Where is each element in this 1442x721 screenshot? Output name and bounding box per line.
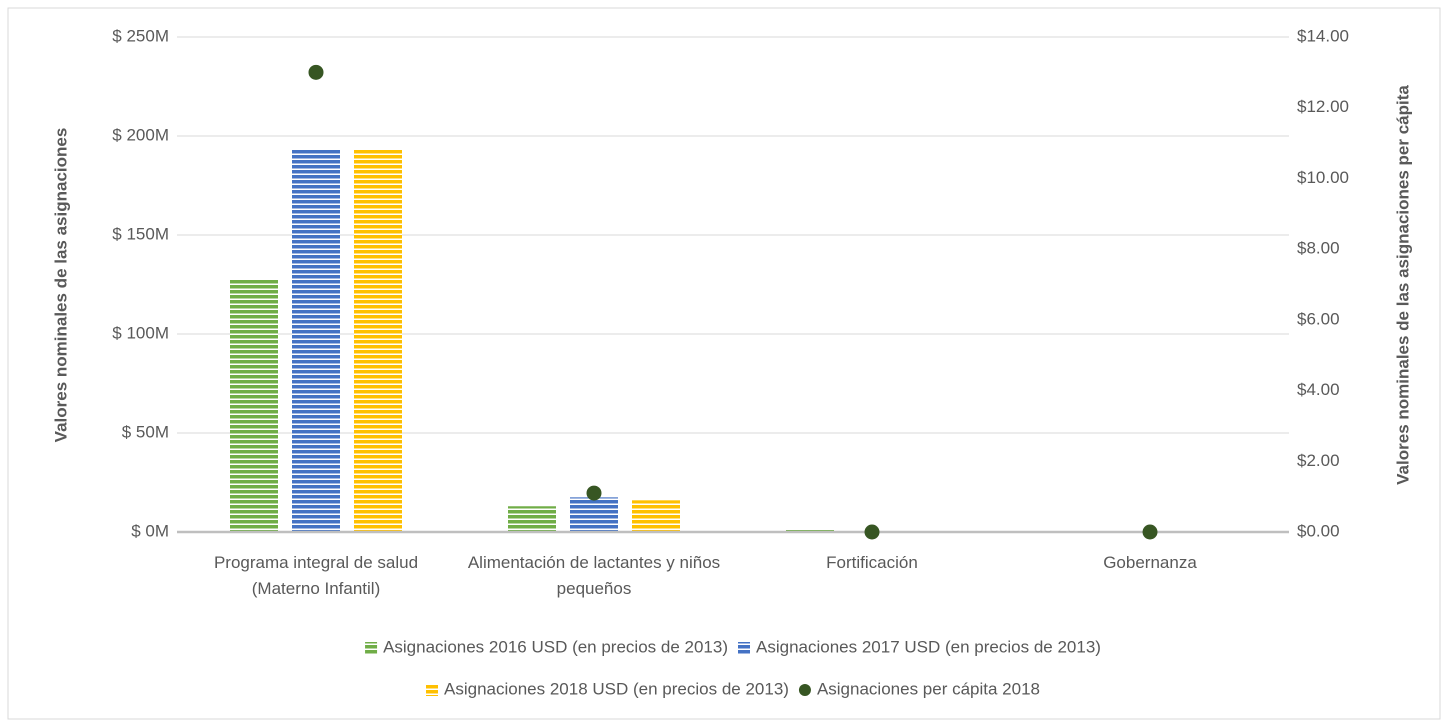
y2-tick-label: $14.00 <box>1297 26 1349 45</box>
legend-row: Asignaciones 2018 USD (en precios de 201… <box>426 679 1040 698</box>
bar <box>632 500 680 532</box>
x-tick-label: Programa integral de salud (Materno Infan… <box>214 553 418 598</box>
y-axis-title: Valores nominales de las asignaciones <box>51 128 70 443</box>
legend-label: Asignaciones 2018 USD (en precios de 201… <box>444 679 789 698</box>
y2-tick-label: $6.00 <box>1297 309 1340 328</box>
bar <box>570 497 618 532</box>
y-tick-label: $ 0M <box>131 521 169 540</box>
y2-axis-title: Valores nominales de las asignaciones pe… <box>1393 85 1412 485</box>
y2-tick-label: $0.00 <box>1297 521 1340 540</box>
y2-tick-label: $4.00 <box>1297 380 1340 399</box>
legend-label: Asignaciones per cápita 2018 <box>817 679 1040 698</box>
legend-row: Asignaciones 2016 USD (en precios de 201… <box>365 637 1101 656</box>
y-tick-label: $ 150M <box>112 224 169 243</box>
x-tick-label: Fortificación <box>826 553 918 572</box>
y-tick-label: $ 100M <box>112 323 169 342</box>
bar <box>230 278 278 532</box>
y-tick-label: $ 50M <box>122 422 169 441</box>
dot <box>308 64 324 80</box>
bar <box>508 506 556 532</box>
bar <box>292 149 340 533</box>
y2-tick-label: $10.00 <box>1297 168 1349 187</box>
bar <box>354 149 402 533</box>
legend-marker <box>365 642 378 654</box>
legend-label: Asignaciones 2017 USD (en precios de 201… <box>756 637 1101 656</box>
y-tick-label: $ 200M <box>112 125 169 144</box>
x-tick-label: Gobernanza <box>1103 553 1197 572</box>
dot <box>1142 524 1158 540</box>
dot <box>864 524 880 540</box>
legend-marker <box>798 684 811 696</box>
legend-label: Asignaciones 2016 USD (en precios de 201… <box>383 637 728 656</box>
y-tick-label: $ 250M <box>112 26 169 45</box>
y2-tick-label: $12.00 <box>1297 97 1349 116</box>
y2-tick-label: $2.00 <box>1297 451 1340 470</box>
y2-tick-label: $8.00 <box>1297 239 1340 258</box>
legend-marker <box>738 642 750 654</box>
legend-marker <box>426 684 439 696</box>
dot <box>586 485 602 501</box>
x-tick-label: Alimentación de lactantes y niños pequeño… <box>468 553 720 598</box>
chart-border <box>7 7 1441 720</box>
